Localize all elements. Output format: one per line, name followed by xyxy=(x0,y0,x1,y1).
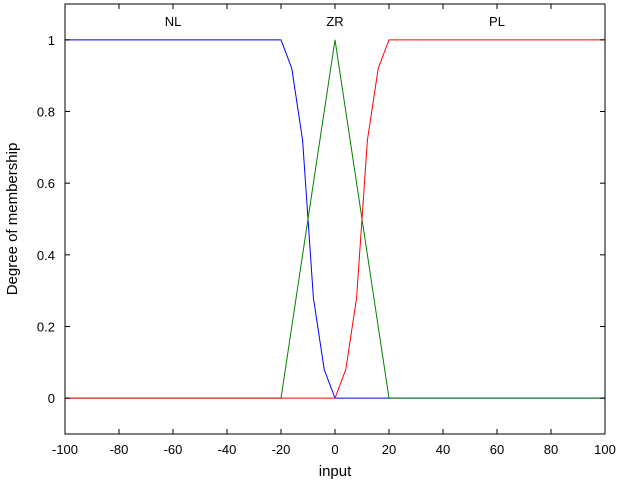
x-tick-label: -20 xyxy=(272,442,291,457)
ticks-layer: -100 -80 -60 -40 -20 0 20 40 60 80 100 0 0.2 0.4 0.6 0.… xyxy=(37,4,616,457)
x-tick-label: 80 xyxy=(544,442,558,457)
y-tick-label: 0.4 xyxy=(37,248,55,263)
series-line-pl xyxy=(65,39,605,399)
mf-label-nl: NL xyxy=(165,14,182,29)
x-tick-label: -40 xyxy=(218,442,237,457)
x-tick-label: 0 xyxy=(331,442,338,457)
y-tick-label: 0.2 xyxy=(37,320,55,335)
x-tick-label: 100 xyxy=(594,442,616,457)
y-tick-label: 1 xyxy=(48,33,55,48)
x-tick-label: -80 xyxy=(110,442,129,457)
x-tick-label: 60 xyxy=(490,442,504,457)
x-axis-label: input xyxy=(319,463,352,480)
membership-function-labels: NL ZR PL xyxy=(165,14,505,29)
y-tick-label: 0.8 xyxy=(37,105,55,120)
x-tick-label: 20 xyxy=(382,442,396,457)
y-axis-label: Degree of membership xyxy=(4,143,21,296)
series-layer xyxy=(65,39,605,399)
x-tick-label: -100 xyxy=(52,442,78,457)
mf-label-zr: ZR xyxy=(326,14,343,29)
y-tick-label: 0 xyxy=(48,391,55,406)
x-tick-label: 40 xyxy=(436,442,450,457)
x-tick-label: -60 xyxy=(164,442,183,457)
mf-label-pl: PL xyxy=(489,14,505,29)
y-tick-label: 0.6 xyxy=(37,176,55,191)
